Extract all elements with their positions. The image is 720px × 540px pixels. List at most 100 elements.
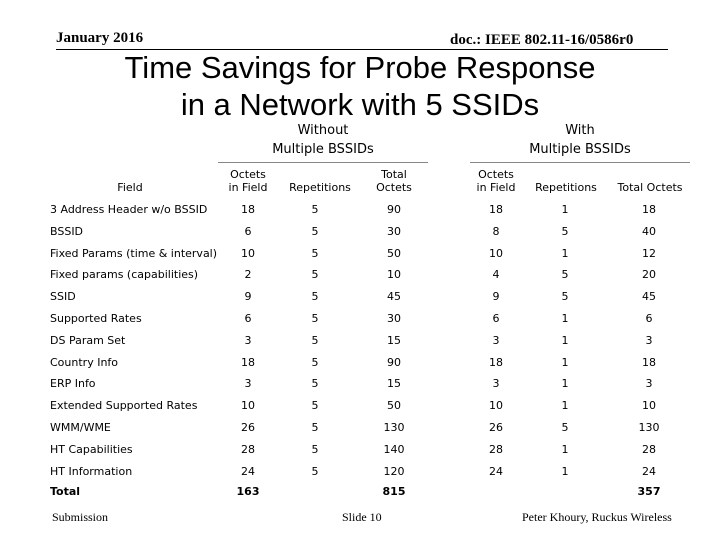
group-without-line2: Multiple BSSIDs	[272, 142, 374, 157]
cell-t1: 50	[387, 399, 401, 413]
col-header-octets: Octets in Field	[218, 168, 278, 194]
group-without-line1: Without	[297, 123, 349, 138]
cell-r1: 5	[311, 442, 319, 456]
row-field-name: Supported Rates	[50, 312, 142, 325]
cell-t1: 50	[387, 246, 401, 260]
cell-o2: 10	[489, 399, 503, 413]
header-doc-id: doc.: IEEE 802.11-16/0586r0	[450, 32, 634, 48]
cell-t2: 3	[645, 377, 653, 391]
cell-o1: 2	[244, 268, 252, 282]
cell-r2: 1	[561, 355, 569, 369]
table-row: WMM/WME 26 5 130 26 5 130	[48, 417, 700, 439]
row-field-name: Country Info	[50, 355, 119, 369]
cell-o2: 3	[492, 377, 500, 391]
cell-t1: 10	[387, 268, 401, 282]
cell-o2: 6	[492, 312, 500, 325]
cell-r2: 1	[561, 377, 569, 391]
cell-o1: 18	[241, 203, 255, 216]
cell-r1: 5	[311, 355, 319, 369]
row-field-name: HT Capabilities	[50, 442, 133, 456]
col-header-with-repetitions: Repetitions	[535, 181, 597, 194]
cell-t2: 3	[645, 333, 653, 347]
cell-o2: 26	[489, 421, 503, 434]
table-row: ERP Info 3 5 15 3 1 3	[48, 373, 700, 395]
cell-o2: 18	[489, 203, 503, 216]
col-header-total-octets: Total Octets	[364, 168, 424, 194]
cell-t2: 357	[637, 485, 661, 499]
table-row: DS Param Set 3 5 15 3 1 3	[48, 330, 700, 352]
cell-t1: 15	[387, 333, 401, 347]
cell-o1: 10	[241, 399, 255, 413]
cell-r2: 1	[561, 464, 569, 478]
cell-r2: 1	[561, 246, 569, 260]
cell-r1: 5	[311, 399, 319, 413]
group-with-line2: Multiple BSSIDs	[529, 142, 631, 157]
cell-o2: 28	[489, 442, 503, 456]
col-header-octets-line1: Octets	[230, 168, 266, 181]
table-row: BSSID 6 5 30 8 5 40	[48, 221, 700, 243]
cell-r1: 5	[311, 377, 319, 391]
cell-t2: 12	[642, 246, 656, 260]
cell-r2: 1	[561, 312, 569, 325]
row-field-name: Fixed params (capabilities)	[50, 268, 199, 282]
cell-o2: 9	[492, 290, 500, 304]
table-row: Supported Rates 6 5 30 6 1 6	[48, 308, 700, 330]
footer-submission: Submission	[52, 510, 109, 524]
cell-o1: 18	[241, 355, 255, 369]
cell-r2: 5	[561, 290, 569, 304]
col-header-repetitions: Repetitions	[289, 181, 351, 194]
cell-t1: 140	[383, 442, 405, 456]
cell-o2: 4	[492, 268, 500, 282]
table-row: Fixed params (capabilities) 2 5 10 4 5 20	[48, 264, 700, 286]
group-underline-with	[470, 162, 690, 163]
cell-r1: 5	[311, 312, 319, 325]
cell-t1: 90	[387, 203, 401, 216]
cell-o1: 163	[236, 485, 260, 499]
cell-o1: 26	[241, 421, 255, 434]
row-field-name: SSID	[50, 290, 76, 304]
cell-o2: 8	[492, 224, 500, 238]
col-header-with-octets-line2: in Field	[476, 181, 516, 194]
slide-title-line2: in a Network with 5 SSIDs	[180, 87, 540, 122]
col-header-total-line2: Octets	[376, 181, 412, 194]
cell-t1: 15	[387, 377, 401, 391]
col-header-with-total: Total Octets	[617, 181, 683, 194]
cell-t1: 130	[383, 421, 405, 434]
cell-r2: 1	[561, 399, 569, 413]
slide-title: Time Savings for Probe Response in a Net…	[60, 49, 660, 123]
col-header-with-octets-line1: Octets	[478, 168, 514, 181]
cell-t2: 18	[642, 355, 656, 369]
cell-o2: 10	[489, 246, 503, 260]
cell-o1: 6	[244, 224, 252, 238]
cell-r2	[535, 481, 595, 503]
table-row: HT Information 24 5 120 24 1 24	[48, 461, 700, 483]
cell-t1: 815	[382, 485, 406, 499]
cell-o1: 3	[244, 377, 252, 391]
header-rule	[56, 49, 668, 50]
cell-o1: 10	[241, 246, 255, 260]
col-header-with-octets: Octets in Field	[466, 168, 526, 194]
cell-t2: 40	[642, 224, 656, 238]
row-field-name: DS Param Set	[50, 333, 126, 347]
cell-r2: 5	[561, 421, 569, 434]
cell-t1: 45	[387, 290, 401, 304]
col-header-field: Field	[117, 181, 143, 194]
row-field-name: ERP Info	[50, 377, 96, 391]
cell-r1: 5	[311, 421, 319, 434]
cell-r1: 5	[311, 290, 319, 304]
cell-r1: 5	[311, 268, 319, 282]
cell-t2: 45	[642, 290, 656, 304]
cell-t1: 30	[387, 312, 401, 325]
group-without-mbssid: Without Multiple BSSIDs	[243, 121, 403, 159]
cell-t2: 28	[642, 442, 656, 456]
cell-r1: 5	[311, 333, 319, 347]
cell-t2: 20	[642, 268, 656, 282]
cell-t2: 18	[642, 203, 656, 216]
cell-o2: 18	[489, 355, 503, 369]
group-with-line1: With	[565, 123, 595, 138]
cell-o1: 9	[244, 290, 252, 304]
cell-r2: 1	[561, 333, 569, 347]
table-row: SSID 9 5 45 9 5 45	[48, 286, 700, 308]
row-field-name: 3 Address Header w/o BSSID	[50, 203, 208, 216]
cell-r1: 5	[311, 203, 319, 216]
